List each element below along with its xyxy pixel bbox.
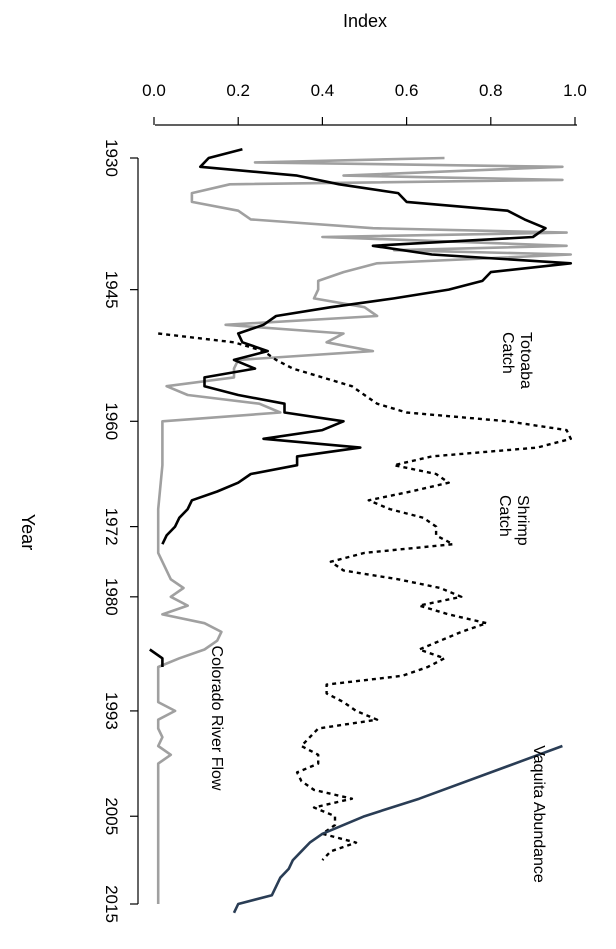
series-layer xyxy=(149,147,573,914)
shrimp-catch-label: Shrimp Catch xyxy=(496,495,531,550)
year-tick-label: 2015 xyxy=(102,885,121,923)
index-tick-label: 1.0 xyxy=(563,81,587,100)
totoaba-catch-label: Totoaba Catch xyxy=(499,332,534,393)
year-axis-title: Year xyxy=(18,514,38,550)
ticks-layer: 0.0 0.2 0.4 0.6 0.8 1.0 1930 1945 1960 1972 1980 19… xyxy=(102,81,587,923)
index-tick-label: 0.0 xyxy=(142,81,166,100)
series-line-vaquita-abundance xyxy=(232,744,563,914)
year-tick-label: 1980 xyxy=(102,578,121,616)
series-line-totoaba-catch-later- xyxy=(149,648,164,667)
year-tick-label: 1930 xyxy=(102,139,121,177)
series-line-shrimp-catch xyxy=(158,332,572,861)
index-axis-title: Index xyxy=(343,11,387,31)
year-tick-label: 1960 xyxy=(102,402,121,440)
totoaba-label-line1: Totoaba xyxy=(517,332,534,389)
year-tick-label: 1945 xyxy=(102,271,121,309)
totoaba-label-line2: Catch xyxy=(499,332,516,374)
vaquita-abundance-label: Vaquita Abundance xyxy=(530,745,547,883)
shrimp-label-line2: Catch xyxy=(496,495,513,537)
year-tick-label: 1993 xyxy=(102,692,121,730)
index-tick-label: 0.6 xyxy=(395,81,419,100)
year-tick-label: 2005 xyxy=(102,797,121,835)
series-line-colorado-river-flow xyxy=(156,156,573,904)
series-line-totoaba-catch xyxy=(161,147,573,545)
colorado-river-flow-label: Colorado River Flow xyxy=(208,646,225,791)
index-tick-label: 0.4 xyxy=(311,81,335,100)
index-tick-label: 0.8 xyxy=(479,81,503,100)
index-tick-label: 0.2 xyxy=(226,81,250,100)
year-tick-label: 1972 xyxy=(102,508,121,546)
shrimp-label-line1: Shrimp xyxy=(514,495,531,546)
